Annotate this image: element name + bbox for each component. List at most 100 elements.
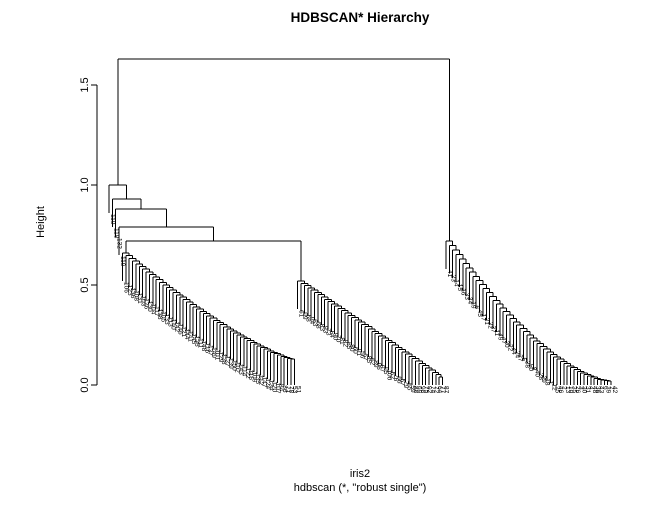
leaf-label: 136 bbox=[129, 287, 136, 298]
leaf-label: 91 bbox=[355, 349, 362, 357]
leaf-label: 119 bbox=[119, 256, 126, 267]
leaf-label: 34 bbox=[466, 297, 473, 305]
leaf-label: 148 bbox=[200, 340, 207, 351]
leaf-label: 67 bbox=[362, 353, 369, 361]
leaf-label: 68 bbox=[315, 321, 322, 329]
leaf-label: 144 bbox=[183, 329, 190, 340]
leaf-label: 146 bbox=[176, 324, 183, 335]
leaf-label: 90 bbox=[331, 333, 338, 341]
leaf-label: 128 bbox=[220, 354, 227, 365]
leaf-label: 49 bbox=[496, 333, 503, 341]
leaf-label: 29 bbox=[540, 376, 547, 384]
leaf-label: 9 bbox=[601, 386, 608, 390]
chart-title: HDBSCAN* Hierarchy bbox=[291, 10, 430, 25]
leaf-label: 21 bbox=[483, 318, 490, 326]
leaf-label: 132 bbox=[116, 238, 123, 249]
leaf-label: 140 bbox=[170, 319, 177, 330]
leaf-label: 61 bbox=[298, 310, 305, 318]
leaf-label: 84 bbox=[277, 384, 284, 392]
leaf-label: 52 bbox=[389, 372, 396, 380]
leaf-label: 1 bbox=[547, 381, 554, 385]
leaf-label: 65 bbox=[345, 342, 352, 350]
leaf-label: 56 bbox=[358, 351, 365, 359]
leaf-label: 81 bbox=[338, 337, 345, 345]
leaf-label: 116 bbox=[203, 343, 210, 354]
leaf-label: 23 bbox=[449, 275, 456, 283]
leaf-label: 75 bbox=[422, 386, 429, 394]
leaf-label: 32 bbox=[486, 322, 493, 330]
leaf-label: 19 bbox=[469, 301, 476, 309]
leaf-label: 39 bbox=[604, 386, 611, 394]
leaf-label: 69 bbox=[416, 386, 423, 394]
leaf-label: 73 bbox=[325, 328, 332, 336]
leaf-label: 4 bbox=[587, 386, 594, 390]
leaf-label: 117 bbox=[153, 306, 160, 317]
leaf-label: 13 bbox=[564, 386, 571, 394]
leaf-label: 125 bbox=[193, 336, 200, 347]
leaf-label: 11 bbox=[493, 329, 500, 336]
leaf-label: 10 bbox=[567, 386, 574, 394]
leaf-label: 47 bbox=[500, 337, 507, 345]
leaf-label: 62 bbox=[368, 358, 375, 366]
leaf-label: 25 bbox=[554, 386, 561, 394]
y-tick-label: 1.5 bbox=[79, 77, 91, 92]
leaf-label: 60 bbox=[352, 347, 359, 355]
leaf-label: 20 bbox=[503, 340, 510, 348]
leaf-label: 78 bbox=[288, 386, 295, 394]
leaf-label: 111 bbox=[197, 338, 204, 348]
y-tick-label: 1.0 bbox=[79, 177, 91, 192]
leaf-label: 122 bbox=[244, 368, 251, 379]
leaf-label: 54 bbox=[328, 331, 335, 339]
leaf-label: 88 bbox=[412, 386, 419, 394]
leaf-label: 109 bbox=[251, 371, 258, 382]
leaf-label: 138 bbox=[156, 309, 163, 320]
leaf-label: 42 bbox=[611, 386, 618, 394]
leaf-label: 40 bbox=[534, 370, 541, 378]
leaf-label: 92 bbox=[426, 386, 433, 394]
leaf-label: 58 bbox=[304, 315, 311, 323]
y-axis-line-group bbox=[91, 84, 98, 386]
leaf-label: 86 bbox=[281, 385, 288, 393]
leaf-label: 63 bbox=[311, 319, 318, 327]
leaf-label: 30 bbox=[581, 386, 588, 394]
x-caption: iris2 bbox=[350, 468, 370, 480]
leaf-label: 93 bbox=[321, 326, 328, 334]
leaf-label: 72 bbox=[432, 386, 439, 394]
leaf-label: 102 bbox=[234, 362, 241, 373]
leaf-label: 130 bbox=[146, 301, 153, 312]
leaf-label: 2 bbox=[560, 386, 567, 390]
leaf-label: 26 bbox=[574, 386, 581, 394]
leaf-label: 142 bbox=[173, 321, 180, 332]
leaf-label: 57 bbox=[399, 379, 406, 387]
leaf-label: 22 bbox=[507, 344, 514, 352]
leaf-label: 28 bbox=[537, 373, 544, 381]
leaf-label: 107 bbox=[274, 383, 281, 394]
leaf-label: 17 bbox=[480, 314, 487, 322]
leaf-label: 80 bbox=[348, 344, 355, 352]
leaf-label: 46 bbox=[557, 386, 564, 394]
leaf-label: 104 bbox=[149, 303, 156, 314]
leaf-label: 24 bbox=[513, 351, 520, 359]
leaf-label: 85 bbox=[365, 356, 372, 364]
leaf-label: 44 bbox=[510, 347, 517, 355]
leaf-label: 103 bbox=[139, 296, 146, 307]
leaf-label: 74 bbox=[429, 386, 436, 394]
leaf-label: 135 bbox=[254, 373, 261, 384]
leaf-label: 15 bbox=[456, 284, 463, 292]
y-axis: 0.0 0.5 1.0 1.5 bbox=[79, 77, 98, 393]
dendrogram-lines bbox=[108, 58, 612, 385]
leaf-label: 115 bbox=[247, 370, 254, 381]
leaf-label: 110 bbox=[109, 214, 116, 225]
y-tick-label: 0.5 bbox=[79, 277, 91, 292]
leaf-label: 70 bbox=[335, 335, 342, 343]
leaf-label: 112 bbox=[257, 375, 264, 386]
leaf-label: 139 bbox=[227, 358, 234, 369]
leaf-label: 106 bbox=[122, 282, 129, 293]
leaf-label: 5 bbox=[520, 358, 527, 362]
leaf-label: 87 bbox=[443, 386, 450, 394]
leaf-label: 27 bbox=[517, 354, 524, 362]
leaf-label: 96 bbox=[375, 363, 382, 371]
leaf-label: 41 bbox=[446, 270, 453, 278]
leaf-label: 53 bbox=[291, 386, 298, 394]
leaf-label: 82 bbox=[341, 340, 348, 348]
